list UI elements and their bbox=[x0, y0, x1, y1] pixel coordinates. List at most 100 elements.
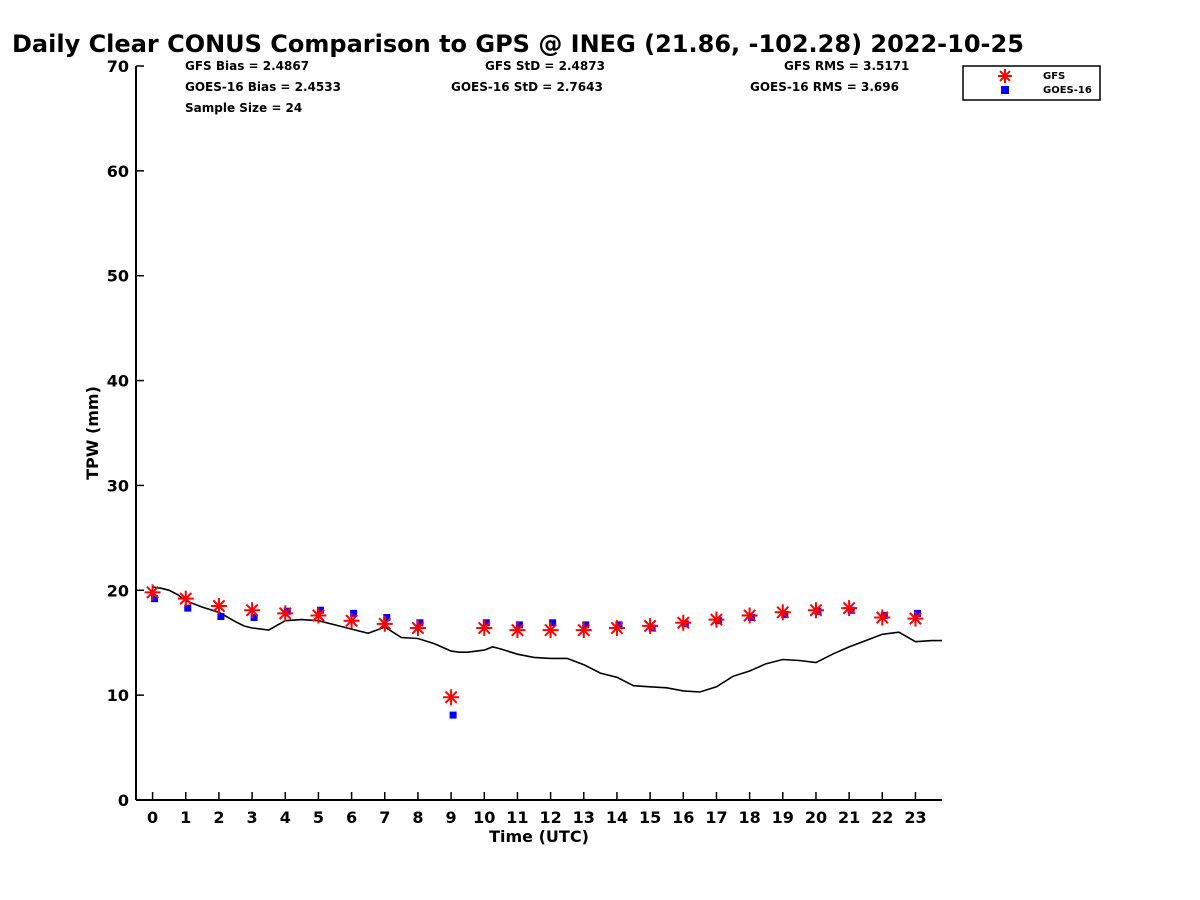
goes-rms-stat: GOES-16 RMS = 3.696 bbox=[750, 80, 899, 94]
x-tick-label: 0 bbox=[147, 808, 158, 827]
gfs-point bbox=[310, 607, 327, 624]
gfs-point-stroke bbox=[909, 612, 922, 625]
gfs-point bbox=[443, 689, 460, 706]
gfs-point bbox=[608, 620, 625, 637]
goes-point bbox=[416, 619, 424, 627]
x-tick-label: 20 bbox=[805, 808, 827, 827]
chart-title: Daily Clear CONUS Comparison to GPS @ IN… bbox=[12, 30, 1024, 58]
legend-gfs-asterisk bbox=[998, 69, 1012, 83]
gfs-point bbox=[774, 604, 791, 621]
goes-point bbox=[250, 614, 258, 622]
goes-point bbox=[151, 595, 159, 603]
gfs-point bbox=[210, 598, 227, 615]
x-tick-label: 1 bbox=[180, 808, 191, 827]
goes-point bbox=[449, 711, 457, 719]
x-tick-label: 8 bbox=[412, 808, 423, 827]
gps-line bbox=[152, 586, 942, 693]
gfs-bias-stat: GFS Bias = 2.4867 bbox=[185, 59, 310, 73]
x-tick-label: 7 bbox=[379, 808, 390, 827]
x-tick-label: 21 bbox=[838, 808, 860, 827]
gfs-point bbox=[409, 620, 426, 637]
x-tick-label: 6 bbox=[346, 808, 357, 827]
goes-point bbox=[383, 614, 391, 622]
gfs-point bbox=[476, 620, 493, 637]
gfs-point bbox=[542, 622, 559, 639]
x-tick-label: 22 bbox=[871, 808, 893, 827]
gfs-point-stroke bbox=[146, 586, 159, 599]
y-tick-label: 30 bbox=[107, 476, 129, 495]
x-tick-label: 13 bbox=[573, 808, 595, 827]
y-tick-label: 20 bbox=[107, 581, 129, 600]
gfs-point bbox=[343, 612, 360, 629]
x-tick-label: 2 bbox=[213, 808, 224, 827]
gfs-point-stroke bbox=[278, 606, 292, 620]
goes-point bbox=[217, 613, 225, 620]
y-tick-label: 70 bbox=[107, 57, 129, 76]
gfs-point-stroke bbox=[643, 619, 657, 633]
y-tick-label: 10 bbox=[107, 686, 129, 705]
gfs-point-stroke bbox=[378, 617, 392, 631]
x-tick-label: 3 bbox=[247, 808, 258, 827]
goes-point bbox=[582, 621, 590, 629]
gps-series bbox=[152, 586, 942, 693]
gfs-point-stroke bbox=[345, 614, 358, 628]
gfs-point-stroke bbox=[444, 690, 458, 704]
goes-point bbox=[515, 621, 523, 629]
legend-gfs-marker bbox=[998, 69, 1012, 83]
y-tick-label: 0 bbox=[118, 791, 129, 810]
goes-point bbox=[184, 604, 192, 612]
gfs-point-stroke bbox=[875, 611, 889, 624]
legend-box bbox=[962, 65, 1101, 101]
x-tick-label: 4 bbox=[280, 808, 291, 827]
x-tick-label: 10 bbox=[473, 808, 495, 827]
gfs-std-stat: GFS StD = 2.4873 bbox=[485, 59, 605, 73]
gfs-point bbox=[642, 617, 659, 634]
gfs-point bbox=[708, 611, 725, 628]
gfs-point bbox=[244, 602, 261, 619]
gfs-point bbox=[144, 584, 161, 601]
x-tick-label: 11 bbox=[506, 808, 528, 827]
x-tick-label: 12 bbox=[539, 808, 561, 827]
gfs-point bbox=[575, 622, 592, 639]
gfs-point-stroke bbox=[776, 605, 790, 619]
x-tick-label: 18 bbox=[738, 808, 760, 827]
gfs-point-stroke bbox=[676, 616, 690, 630]
x-tick-label: 23 bbox=[904, 808, 926, 827]
gfs-point bbox=[907, 610, 924, 627]
x-tick-label: 16 bbox=[672, 808, 694, 827]
gfs-point-stroke bbox=[511, 623, 524, 637]
legend-goes-marker bbox=[1001, 86, 1009, 94]
gfs-point-stroke bbox=[245, 603, 259, 617]
gfs-point bbox=[277, 605, 294, 622]
goes-point bbox=[913, 609, 921, 617]
goes-point bbox=[482, 619, 490, 627]
gfs-point-stroke bbox=[710, 613, 723, 627]
goes-bias-stat: GOES-16 Bias = 2.4533 bbox=[185, 80, 341, 94]
y-tick-label: 50 bbox=[107, 267, 129, 286]
gfs-point-stroke bbox=[544, 623, 557, 637]
goes-std-stat: GOES-16 StD = 2.7643 bbox=[451, 80, 603, 94]
legend-gfs-label: GFS bbox=[1043, 71, 1065, 82]
gfs-point-stroke bbox=[999, 70, 1011, 82]
gfs-point-stroke bbox=[743, 609, 756, 622]
gfs-point bbox=[874, 609, 891, 626]
gfs-point bbox=[509, 622, 526, 639]
x-tick-label: 9 bbox=[446, 808, 457, 827]
gfs-point-stroke bbox=[842, 601, 856, 615]
legend-goes-label: GOES-16 bbox=[1043, 85, 1092, 96]
gfs-point-stroke bbox=[610, 621, 624, 635]
goes-point bbox=[350, 609, 358, 617]
gfs-point-stroke bbox=[179, 592, 193, 606]
gfs-point bbox=[376, 615, 393, 632]
x-tick-label: 17 bbox=[705, 808, 727, 827]
y-tick-label: 60 bbox=[107, 162, 129, 181]
y-axis-label: TPW (mm) bbox=[83, 386, 102, 480]
gfs-point bbox=[807, 602, 824, 619]
x-tick-label: 14 bbox=[606, 808, 628, 827]
gfs-point-stroke bbox=[312, 609, 325, 622]
gfs-point bbox=[675, 614, 692, 631]
x-tick-label: 15 bbox=[639, 808, 661, 827]
gfs-point-stroke bbox=[477, 621, 491, 635]
gfs-point-stroke bbox=[411, 621, 425, 635]
